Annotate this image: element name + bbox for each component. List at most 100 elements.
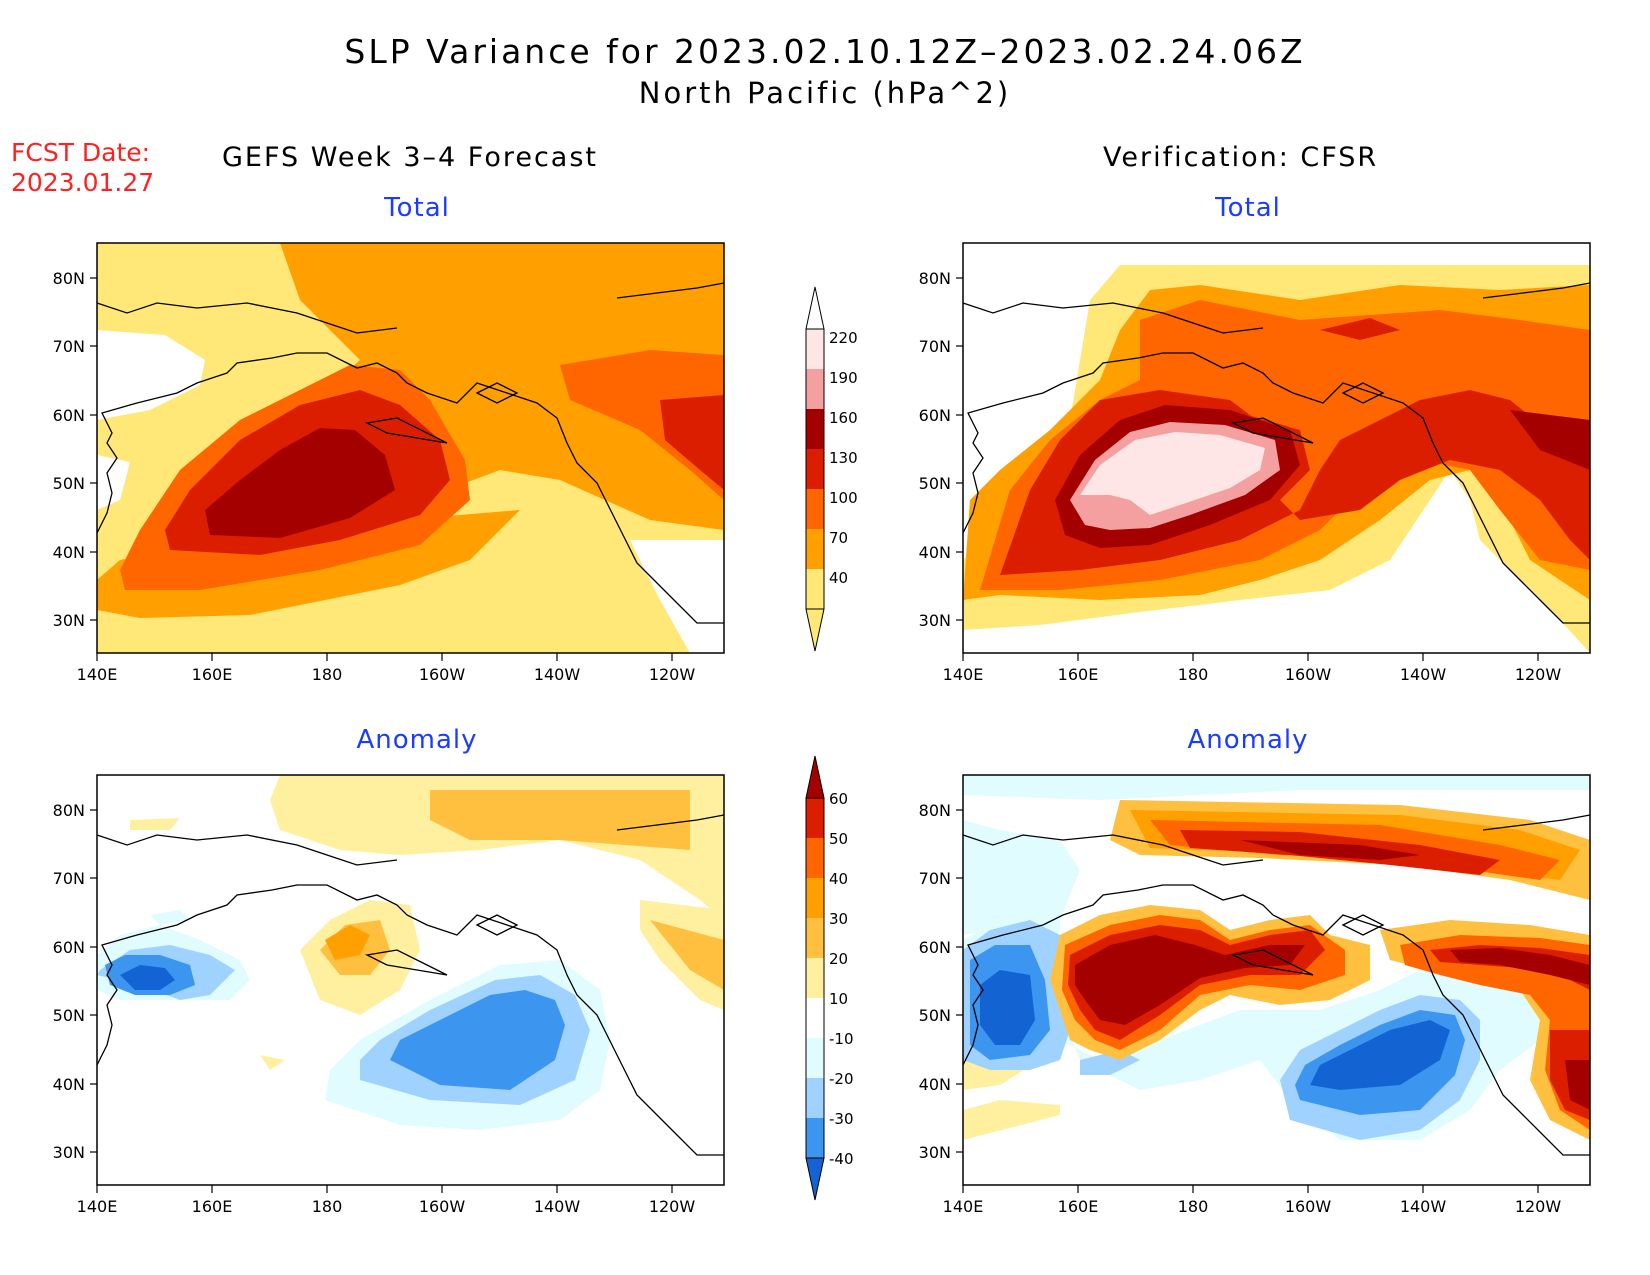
colorbar-anomaly-label: 20 bbox=[829, 950, 848, 968]
top-left-subtitle: Total bbox=[384, 193, 450, 223]
map-bottom-left-anomaly bbox=[97, 775, 724, 1185]
colorbar-anomaly-top-arrow bbox=[805, 755, 825, 799]
lat-label: 60N bbox=[919, 406, 951, 425]
bottom-right-subtitle: Anomaly bbox=[1187, 725, 1309, 755]
right-column-heading: Verification: CFSR bbox=[1103, 142, 1379, 173]
lat-label: 50N bbox=[919, 1006, 951, 1025]
colorbar-total-label: 100 bbox=[829, 489, 858, 507]
lon-label: 120W bbox=[649, 1197, 696, 1216]
left-column-heading: GEFS Week 3–4 Forecast bbox=[222, 142, 599, 173]
lon-label: 160W bbox=[1285, 665, 1332, 684]
colorbar-total-swatch bbox=[806, 409, 824, 449]
lat-label: 40N bbox=[919, 543, 951, 562]
map-top-right-total bbox=[963, 243, 1590, 653]
lon-label: 140W bbox=[534, 665, 581, 684]
frame-top-left bbox=[96, 242, 725, 654]
chart-title: SLP Variance for 2023.02.10.12Z–2023.02.… bbox=[344, 32, 1306, 71]
lat-label: 40N bbox=[53, 1075, 85, 1094]
lon-label: 140E bbox=[77, 1197, 118, 1216]
lon-label: 160E bbox=[1058, 665, 1099, 684]
lat-label: 70N bbox=[919, 869, 951, 888]
lat-label: 60N bbox=[53, 938, 85, 957]
colorbar-anomaly-label: -20 bbox=[829, 1070, 854, 1088]
lat-label: 70N bbox=[919, 337, 951, 356]
lat-label: 80N bbox=[53, 269, 85, 288]
map-bottom-right-anomaly bbox=[963, 775, 1590, 1185]
colorbar-total-label: 40 bbox=[829, 569, 848, 587]
lon-label: 140E bbox=[943, 665, 984, 684]
axis-labels: 80N 70N 60N 50N 40N 30N 140E 160E 180 160W 140W 120… bbox=[53, 269, 1562, 1216]
colorbar-total-top-arrow bbox=[805, 286, 825, 330]
colorbar-anomaly-swatch bbox=[806, 958, 824, 998]
lat-label: 30N bbox=[919, 611, 951, 630]
lat-label: 70N bbox=[53, 337, 85, 356]
colorbar-total-label: 130 bbox=[829, 449, 858, 467]
lat-label: 40N bbox=[53, 543, 85, 562]
forecast-date-value: 2023.01.27 bbox=[11, 168, 155, 197]
colorbar-total-swatch bbox=[806, 569, 824, 609]
bottom-left-subtitle: Anomaly bbox=[356, 725, 478, 755]
colorbar-anomaly-swatch bbox=[806, 838, 824, 878]
colorbar-anomaly-border bbox=[805, 797, 825, 1159]
colorbar-anomaly-swatch bbox=[806, 1078, 824, 1118]
lon-label: 140W bbox=[1400, 1197, 1447, 1216]
map-top-left-total bbox=[97, 243, 724, 653]
lat-label: 30N bbox=[53, 1143, 85, 1162]
lon-label: 160E bbox=[192, 1197, 233, 1216]
forecast-date-label: FCST Date: bbox=[11, 138, 151, 167]
lon-label: 180 bbox=[312, 1197, 343, 1216]
lon-label: 160W bbox=[1285, 1197, 1332, 1216]
colorbar-total-swatch bbox=[806, 329, 824, 369]
lat-label: 50N bbox=[53, 1006, 85, 1025]
colorbar-anomaly-swatch bbox=[806, 1038, 824, 1078]
colorbar-anomaly-label: 10 bbox=[829, 990, 848, 1008]
lat-label: 50N bbox=[53, 474, 85, 493]
colorbar-total-label: 190 bbox=[829, 369, 858, 387]
colorbar-total: 220 190 160 130 100 70 40 bbox=[805, 286, 858, 652]
top-right-subtitle: Total bbox=[1215, 193, 1281, 223]
lon-label: 160W bbox=[419, 665, 466, 684]
lat-label: 60N bbox=[919, 938, 951, 957]
lon-label: 140W bbox=[534, 1197, 581, 1216]
frame-bottom-right bbox=[962, 774, 1591, 1186]
colorbar-total-label: 220 bbox=[829, 329, 858, 347]
lon-label: 140W bbox=[1400, 665, 1447, 684]
colorbar-anomaly-swatch bbox=[806, 878, 824, 918]
colorbar-anomaly-swatch bbox=[806, 918, 824, 958]
chart-subtitle: North Pacific (hPa^2) bbox=[638, 76, 1012, 110]
colorbar-anomaly-label: 30 bbox=[829, 910, 848, 928]
colorbar-anomaly-swatch bbox=[806, 1118, 824, 1158]
lon-label: 160W bbox=[419, 1197, 466, 1216]
lon-label: 160E bbox=[1058, 1197, 1099, 1216]
coastline-top-right bbox=[962, 282, 1591, 624]
colorbar-anomaly-label: -30 bbox=[829, 1110, 854, 1128]
colorbar-total-label: 160 bbox=[829, 409, 858, 427]
lat-label: 50N bbox=[919, 474, 951, 493]
colorbar-total-swatch bbox=[806, 369, 824, 409]
coastline-bottom-right bbox=[962, 814, 1591, 1156]
colorbar-total-swatch bbox=[806, 529, 824, 569]
lon-label: 140E bbox=[943, 1197, 984, 1216]
colorbar-total-border bbox=[805, 328, 825, 610]
colorbar-anomaly: 60 50 40 30 20 10 -10 -20 -30 -40 bbox=[805, 755, 854, 1201]
lon-label: 180 bbox=[1178, 665, 1209, 684]
colorbar-anomaly-label: 50 bbox=[829, 830, 848, 848]
colorbar-total-swatch bbox=[806, 489, 824, 529]
lon-label: 140E bbox=[77, 665, 118, 684]
colorbar-anomaly-bottom-arrow bbox=[805, 1157, 825, 1201]
lat-label: 80N bbox=[53, 801, 85, 820]
colorbar-anomaly-label: -40 bbox=[829, 1150, 854, 1168]
lon-label: 120W bbox=[649, 665, 696, 684]
frame-top-right bbox=[962, 242, 1591, 654]
colorbar-total-bottom-arrow bbox=[805, 608, 825, 652]
lon-label: 120W bbox=[1515, 665, 1562, 684]
lon-label: 180 bbox=[1178, 1197, 1209, 1216]
lat-label: 80N bbox=[919, 269, 951, 288]
lat-label: 30N bbox=[53, 611, 85, 630]
colorbar-total-label: 70 bbox=[829, 529, 848, 547]
lat-label: 80N bbox=[919, 801, 951, 820]
coastline-bottom-left bbox=[96, 814, 725, 1156]
lat-label: 30N bbox=[919, 1143, 951, 1162]
colorbar-anomaly-label: 60 bbox=[829, 790, 848, 808]
